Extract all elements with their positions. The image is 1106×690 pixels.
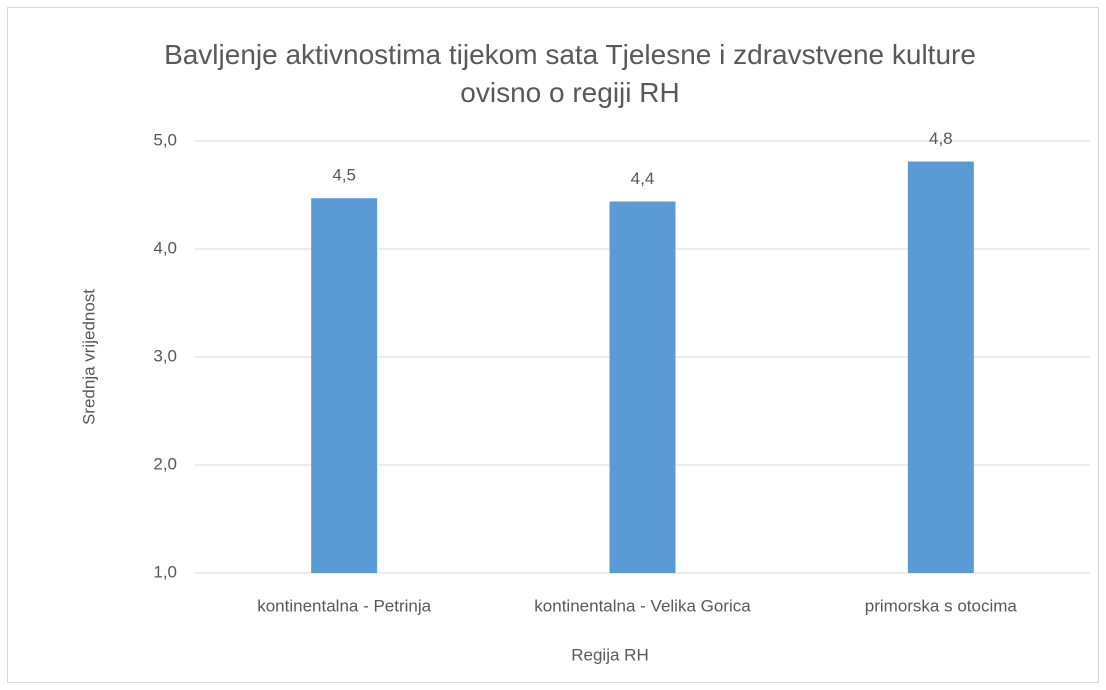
- y-tick-label: 4,0: [153, 238, 177, 257]
- y-tick-label: 5,0: [153, 130, 177, 149]
- y-tick-label: 1,0: [153, 562, 177, 581]
- bar: [311, 198, 378, 574]
- y-axis-label: Srednja vrijednost: [79, 289, 98, 425]
- data-label: 4,8: [929, 129, 953, 148]
- chart-title: Bavljenje aktivnostima tijekom sata Tjel…: [164, 39, 976, 108]
- x-tick-label: kontinentalna - Velika Gorica: [534, 596, 751, 615]
- y-tick-label: 2,0: [153, 454, 177, 473]
- data-label: 4,4: [631, 169, 655, 188]
- data-label: 4,5: [332, 166, 356, 185]
- y-tick-label: 3,0: [153, 346, 177, 365]
- bar: [609, 201, 676, 574]
- x-tick-label: primorska s otocima: [865, 596, 1018, 615]
- bar: [907, 161, 974, 573]
- x-axis-label: Regija RH: [571, 645, 648, 664]
- x-tick-label: kontinentalna - Petrinja: [257, 596, 431, 615]
